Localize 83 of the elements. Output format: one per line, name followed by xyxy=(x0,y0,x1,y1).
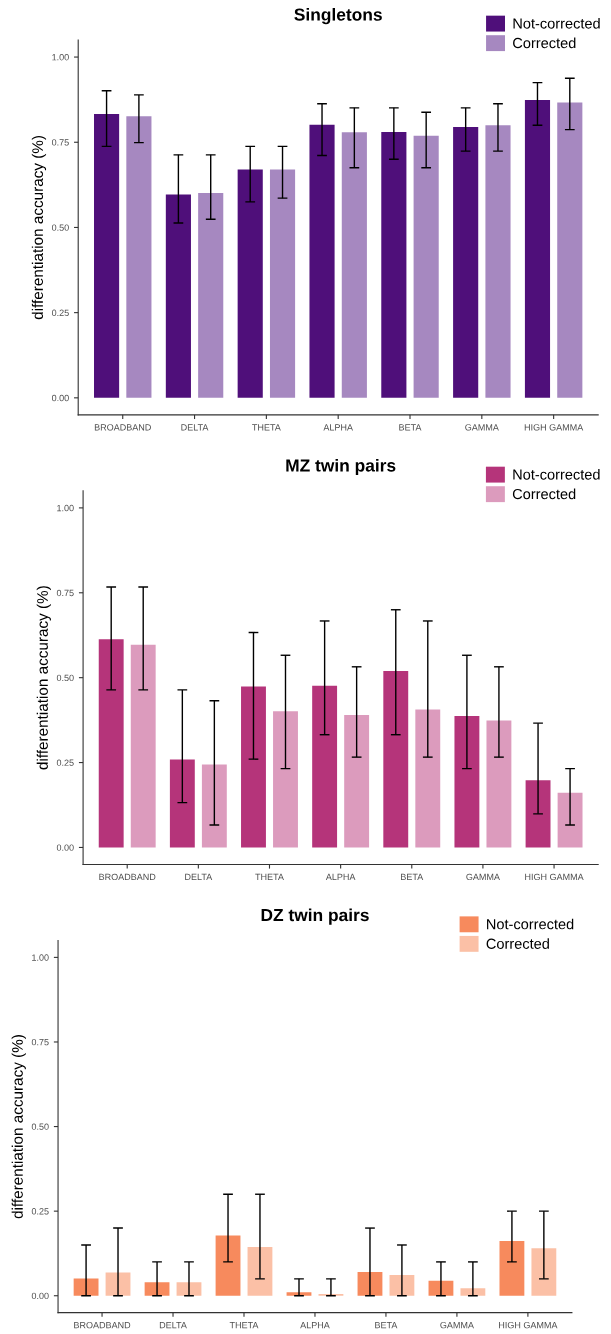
y-tick-label: 0.00 xyxy=(51,394,69,402)
bar xyxy=(557,102,583,398)
bar xyxy=(557,792,583,848)
x-tick-label: THETA xyxy=(252,424,281,431)
chart-title: Singletons xyxy=(294,7,382,25)
bar xyxy=(105,1272,131,1296)
x-tick-label: GAMMA xyxy=(440,1321,474,1329)
y-tick-label: 1.00 xyxy=(52,54,69,61)
x-tick-label: BROADBAND xyxy=(74,1321,131,1329)
bar xyxy=(524,100,551,398)
x-tick-label: THETA xyxy=(255,873,284,880)
y-tick-label: 0.00 xyxy=(31,1292,49,1300)
bar xyxy=(381,132,407,398)
bar xyxy=(485,125,511,398)
bar xyxy=(165,194,191,398)
y-tick-label: 0.75 xyxy=(31,1038,49,1046)
x-tick-label: DELTA xyxy=(185,873,213,880)
y-tick-label: 0.25 xyxy=(51,309,69,316)
y-tick-label: 0.25 xyxy=(31,1208,49,1215)
bar xyxy=(198,193,224,398)
bar xyxy=(312,685,338,848)
x-tick-label: DELTA xyxy=(181,424,209,431)
x-tick-label: HIGH GAMMA xyxy=(525,873,584,881)
bar xyxy=(94,113,120,398)
y-tick-label: 0.50 xyxy=(31,1123,49,1130)
legend-label: Corrected xyxy=(486,938,549,949)
x-tick-label: THETA xyxy=(229,1322,259,1329)
y-tick-label: 0.50 xyxy=(51,224,69,231)
bar xyxy=(454,716,480,848)
x-tick-label: BETA xyxy=(401,873,424,880)
bar xyxy=(269,169,296,398)
legend-label: Corrected xyxy=(513,37,576,49)
legend-label: Not-corrected xyxy=(513,468,600,480)
y-tick-label: 0.25 xyxy=(56,759,74,766)
bar xyxy=(247,1247,273,1296)
x-tick-label: DELTA xyxy=(159,1322,187,1329)
bar xyxy=(389,1275,415,1296)
x-tick-label: ALPHA xyxy=(323,424,353,431)
y-tick-label: 1.00 xyxy=(32,954,49,961)
x-tick-label: HIGH GAMMA xyxy=(524,424,584,431)
x-tick-label: BETA xyxy=(399,424,422,431)
y-tick-label: 1.00 xyxy=(57,504,74,512)
bar xyxy=(309,124,335,398)
bar xyxy=(169,759,195,848)
bar xyxy=(531,1248,557,1296)
y-tick-label: 0.00 xyxy=(56,844,74,851)
y-axis-title: differentiation accuracy (%) xyxy=(31,135,47,320)
bar xyxy=(215,1235,241,1296)
bar xyxy=(237,169,263,398)
bar xyxy=(241,686,266,848)
bar xyxy=(413,135,439,398)
bar xyxy=(130,644,156,848)
bar xyxy=(486,720,512,848)
y-tick-label: 0.50 xyxy=(56,674,74,682)
chart-title: MZ twin pairs xyxy=(286,458,396,476)
bar xyxy=(499,1240,525,1296)
x-tick-label: GAMMA xyxy=(465,424,499,431)
y-tick-label: 0.75 xyxy=(56,589,74,597)
legend-label: Not-corrected xyxy=(513,17,600,29)
bar xyxy=(525,780,551,848)
bar xyxy=(201,764,227,848)
bar xyxy=(126,116,152,398)
x-tick-label: BROADBAND xyxy=(99,873,156,881)
bar xyxy=(344,715,370,848)
x-tick-label: ALPHA xyxy=(325,873,356,880)
y-axis-title: differentiation accuracy (%) xyxy=(36,586,51,770)
y-tick-label: 0.75 xyxy=(51,139,69,146)
bar xyxy=(415,709,441,848)
bar xyxy=(73,1278,99,1296)
y-axis-title: differentiation accuracy (%) xyxy=(11,1035,26,1219)
bar xyxy=(98,639,124,848)
bar xyxy=(453,126,479,398)
x-tick-label: GAMMA xyxy=(466,873,500,881)
bar xyxy=(341,132,367,398)
bar xyxy=(383,670,409,848)
x-tick-label: ALPHA xyxy=(300,1322,330,1329)
bar xyxy=(273,711,298,848)
x-tick-label: BROADBAND xyxy=(94,424,151,431)
x-tick-label: HIGH GAMMA xyxy=(499,1321,558,1329)
legend-label: Not-corrected xyxy=(487,918,574,930)
x-tick-label: BETA xyxy=(375,1322,398,1329)
chart-title: DZ twin pairs xyxy=(261,908,369,925)
legend-label: Corrected xyxy=(512,488,576,500)
